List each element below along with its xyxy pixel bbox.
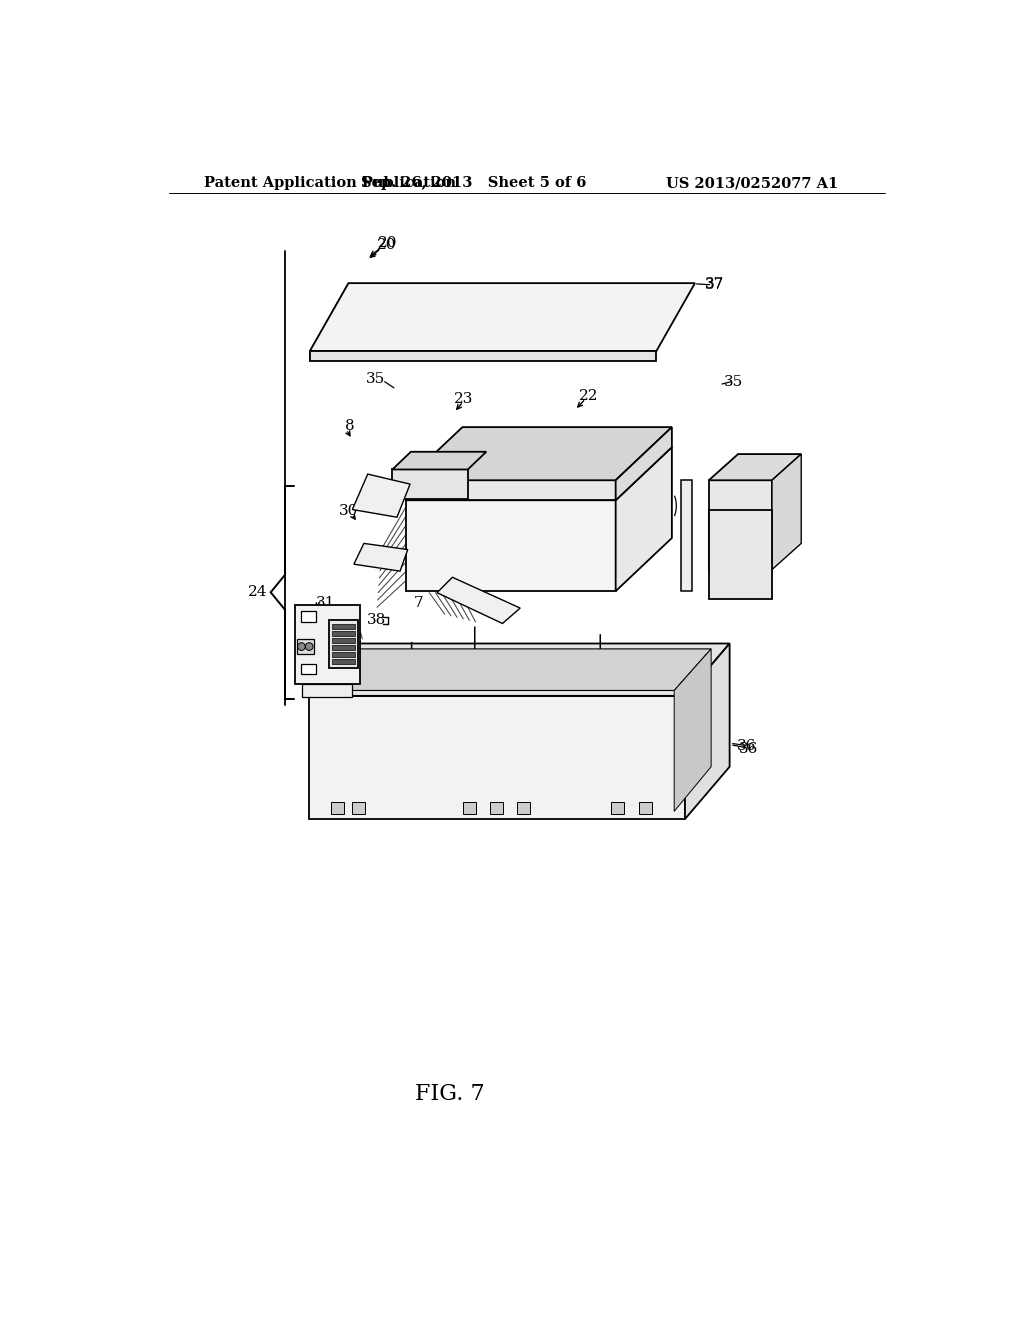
Text: US 2013/0252077 A1: US 2013/0252077 A1 [666,176,838,190]
Polygon shape [333,659,355,664]
Polygon shape [310,351,656,360]
Text: 37: 37 [705,279,724,293]
Text: 30: 30 [339,504,358,517]
Polygon shape [611,803,625,813]
Polygon shape [392,470,468,499]
Polygon shape [319,649,711,690]
Polygon shape [302,684,352,697]
Polygon shape [639,803,652,813]
Text: FIG. 7: FIG. 7 [416,1082,485,1105]
Polygon shape [407,500,615,591]
Text: 8: 8 [345,420,355,433]
Polygon shape [681,480,692,591]
Polygon shape [330,620,358,668]
Polygon shape [709,454,801,480]
Text: 38: 38 [368,614,387,627]
Polygon shape [490,803,503,813]
Polygon shape [333,638,355,643]
Polygon shape [772,454,801,570]
Polygon shape [333,631,355,636]
Polygon shape [463,803,476,813]
Polygon shape [309,644,730,696]
Polygon shape [674,649,711,812]
Text: -29: -29 [319,673,345,688]
Text: Patent Application Publication: Patent Application Publication [204,176,456,190]
Text: 31: 31 [315,597,335,610]
Polygon shape [301,611,316,622]
Text: 35: 35 [366,372,385,387]
Polygon shape [310,284,348,360]
Polygon shape [407,480,615,500]
Polygon shape [685,644,730,818]
Polygon shape [615,447,672,591]
Text: 7: 7 [414,595,423,610]
Text: Sep. 26, 2013   Sheet 5 of 6: Sep. 26, 2013 Sheet 5 of 6 [360,176,586,190]
Polygon shape [392,451,486,470]
Polygon shape [709,511,772,599]
Polygon shape [615,428,672,500]
Text: 37: 37 [705,277,724,290]
Text: 38: 38 [406,527,425,540]
Polygon shape [517,803,530,813]
Text: 36: 36 [739,742,759,756]
Text: 7: 7 [434,477,443,491]
Text: 22: 22 [579,388,598,403]
Polygon shape [297,639,313,655]
Text: 1: 1 [759,512,768,525]
Text: 27: 27 [303,659,322,672]
Text: 20: 20 [377,239,396,252]
Polygon shape [331,803,344,813]
Polygon shape [352,474,410,517]
Polygon shape [407,428,672,480]
Polygon shape [407,447,672,500]
Text: 28: 28 [426,576,445,589]
Text: 36: 36 [737,739,757,752]
Polygon shape [709,480,772,570]
Polygon shape [295,605,360,684]
Polygon shape [333,652,355,656]
Circle shape [298,643,305,651]
Text: 23: 23 [454,392,473,405]
Polygon shape [333,645,355,649]
Polygon shape [354,544,408,572]
Text: 20: 20 [378,236,397,249]
Polygon shape [301,664,316,675]
Polygon shape [352,803,366,813]
Polygon shape [333,624,355,628]
Text: 26: 26 [331,616,350,631]
Polygon shape [310,284,695,351]
Text: 35: 35 [724,375,743,388]
Text: 35: 35 [731,569,750,582]
Circle shape [305,643,313,651]
Polygon shape [437,577,520,623]
Polygon shape [309,696,685,818]
Text: 24: 24 [248,585,267,599]
